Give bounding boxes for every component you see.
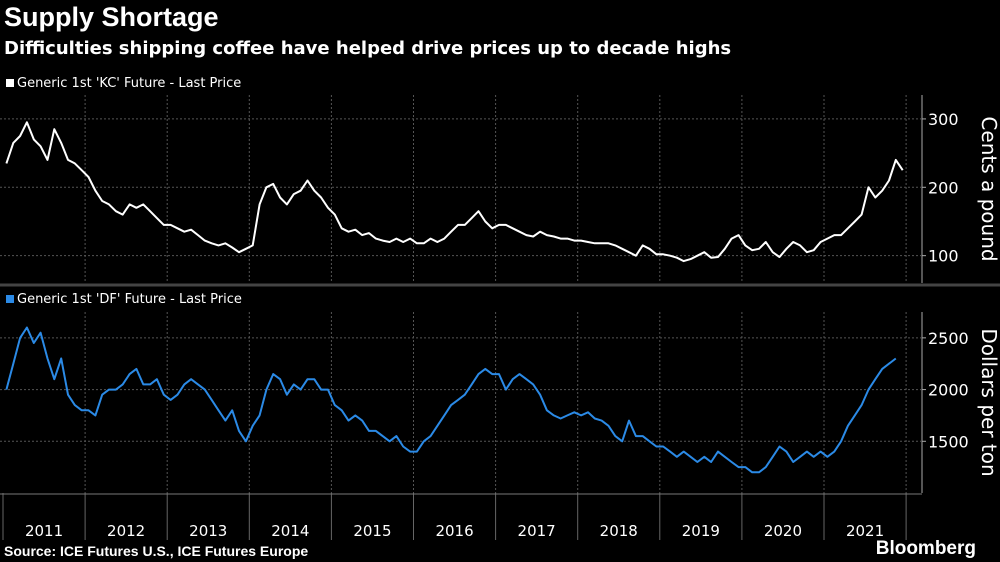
legend-swatch-kc: [6, 79, 14, 87]
x-tick-label: 2017: [518, 522, 556, 540]
series-line-df: [5, 326, 897, 474]
x-tick-label: 2021: [846, 522, 884, 540]
x-tick-label: 2012: [107, 522, 145, 540]
legend-kc: Generic 1st 'KC' Future - Last Price: [6, 76, 241, 91]
x-tick-label: 2015: [353, 522, 391, 540]
x-tick-label: 2018: [600, 522, 638, 540]
legend-df: Generic 1st 'DF' Future - Last Price: [6, 292, 242, 307]
y-tick-label: 300: [928, 110, 959, 129]
y-axis-label-df: Dollars per ton: [977, 328, 1000, 476]
x-tick-label: 2014: [271, 522, 309, 540]
x-tick-label: 2016: [435, 522, 473, 540]
y-tick-label: 1500: [928, 432, 969, 451]
series-line-kc: [5, 121, 904, 263]
x-tick-label: 2019: [682, 522, 720, 540]
y-tick-label: 200: [928, 178, 959, 197]
x-tick-label: 2011: [25, 522, 63, 540]
x-tick-label: 2020: [764, 522, 802, 540]
legend-swatch-df: [6, 295, 14, 303]
y-tick-label: 2000: [928, 381, 969, 400]
chart-title: Supply Shortage: [4, 2, 219, 32]
y-tick-label: 100: [928, 247, 959, 266]
bloomberg-logo: Bloomberg: [875, 538, 976, 559]
chart-subtitle: Difficulties shipping coffee have helped…: [4, 38, 732, 59]
y-tick-label: 2500: [928, 329, 969, 348]
source-note: Source: ICE Futures U.S., ICE Futures Eu…: [4, 543, 309, 559]
y-axis-label-kc: Cents a pound: [977, 116, 1000, 261]
x-tick-label: 2013: [189, 522, 227, 540]
legend-label-kc: Generic 1st 'KC' Future - Last Price: [17, 76, 242, 91]
legend-label-df: Generic 1st 'DF' Future - Last Price: [17, 292, 242, 307]
